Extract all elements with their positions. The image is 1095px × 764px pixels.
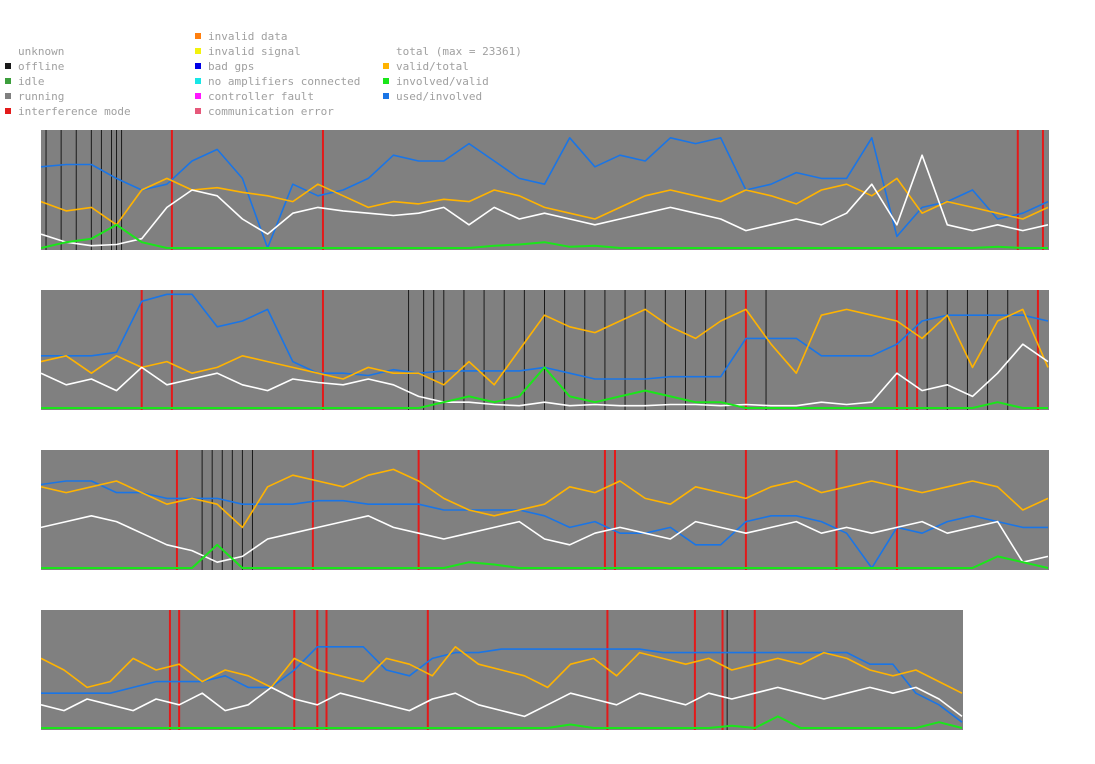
legend-swatch bbox=[195, 93, 201, 99]
legend-item: no amplifiers connected bbox=[195, 74, 361, 89]
series-valid-per-total-line bbox=[41, 645, 963, 694]
series-total-line bbox=[41, 343, 1049, 407]
legend-label: total (max = 23361) bbox=[396, 45, 522, 58]
legend-label: bad gps bbox=[208, 60, 255, 73]
legend-item: unknown bbox=[5, 44, 65, 59]
series-involved-per-valid-line bbox=[41, 366, 1048, 409]
legend-swatch bbox=[383, 93, 389, 99]
legend-item: invalid data bbox=[195, 29, 288, 44]
legend-item: interference mode bbox=[5, 104, 131, 119]
legend-label: used/involved bbox=[396, 90, 483, 103]
series-involved-per-valid-line bbox=[41, 715, 963, 729]
legend-label: unknown bbox=[18, 45, 65, 58]
legend-swatch bbox=[195, 108, 201, 114]
legend-label: idle bbox=[18, 75, 45, 88]
legend-item: valid/total bbox=[383, 59, 469, 74]
series-used-per-involved-line bbox=[41, 137, 1049, 249]
legend-item: idle bbox=[5, 74, 45, 89]
series-total-line bbox=[41, 154, 1049, 247]
series-valid-per-total-line bbox=[41, 468, 1049, 529]
series-valid-per-total-line bbox=[41, 308, 1049, 386]
legend-item: total (max = 23361) bbox=[383, 44, 522, 59]
legend-item: controller fault bbox=[195, 89, 314, 104]
legend-item: involved/valid bbox=[383, 74, 489, 89]
legend-item: offline bbox=[5, 59, 65, 74]
legend-label: valid/total bbox=[396, 60, 469, 73]
legend-label: offline bbox=[18, 60, 65, 73]
legend-label: running bbox=[18, 90, 65, 103]
series-used-per-involved-line bbox=[41, 480, 1048, 569]
legend-swatch bbox=[5, 63, 11, 69]
legend-swatch bbox=[195, 63, 201, 69]
legend-swatch bbox=[5, 108, 11, 114]
legend-swatch bbox=[5, 48, 11, 54]
legend-item: bad gps bbox=[195, 59, 255, 74]
legend-swatch bbox=[383, 78, 389, 84]
series-total-line bbox=[41, 686, 963, 718]
legend-swatch bbox=[195, 33, 201, 39]
series-involved-per-valid-line bbox=[41, 223, 1048, 249]
chart-svg bbox=[41, 450, 1049, 570]
chart-svg bbox=[41, 130, 1049, 250]
series-total-line bbox=[41, 515, 1049, 563]
legend-label: invalid data bbox=[208, 30, 288, 43]
legend-item: invalid signal bbox=[195, 44, 301, 59]
legend-swatch bbox=[195, 78, 201, 84]
legend-label: no amplifiers connected bbox=[208, 75, 361, 88]
timeline-panel-3 bbox=[41, 450, 1049, 570]
legend-swatch bbox=[5, 93, 11, 99]
legend-item: running bbox=[5, 89, 65, 104]
timeline-panel-1 bbox=[41, 130, 1049, 250]
legend-label: communication error bbox=[208, 105, 334, 118]
legend-label: controller fault bbox=[208, 90, 314, 103]
legend-swatch bbox=[383, 48, 389, 54]
series-valid-per-total-line bbox=[41, 177, 1049, 226]
series-involved-per-valid-line bbox=[41, 543, 1049, 569]
legend-label: interference mode bbox=[18, 105, 131, 118]
timeline-panel-2 bbox=[41, 290, 1049, 410]
legend-swatch bbox=[383, 63, 389, 69]
chart-svg bbox=[41, 610, 963, 730]
legend-item: communication error bbox=[195, 104, 334, 119]
legend-label: invalid signal bbox=[208, 45, 301, 58]
legend-swatch bbox=[195, 48, 201, 54]
legend-label: involved/valid bbox=[396, 75, 489, 88]
legend-swatch bbox=[5, 78, 11, 84]
chart-svg bbox=[41, 290, 1049, 410]
legend-item: used/involved bbox=[383, 89, 483, 104]
series-used-per-involved-line bbox=[41, 645, 963, 723]
timeline-panel-4 bbox=[41, 610, 963, 730]
